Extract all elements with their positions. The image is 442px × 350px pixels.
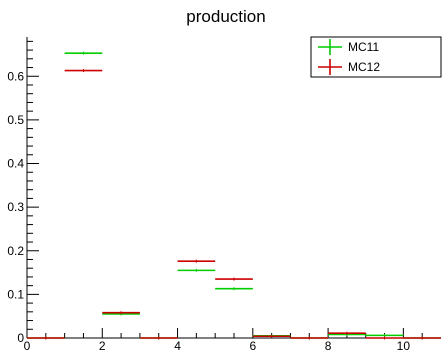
x-tick-label: 8 — [325, 339, 332, 350]
x-tick-label: 4 — [174, 339, 181, 350]
y-tick-label: 0 — [17, 331, 24, 345]
x-tick-label: 6 — [249, 339, 256, 350]
series-mc11 — [27, 51, 441, 340]
legend: MC11 MC12 — [310, 36, 442, 78]
y-tick-label: 0.6 — [7, 69, 24, 83]
x-tick-label: 2 — [99, 339, 106, 350]
axes: 0 0.1 0.2 0.3 0.4 0.5 0.6 0 2 4 6 8 10 — [7, 37, 441, 350]
y-tick-label: 0.5 — [7, 113, 24, 127]
series-layer — [27, 51, 441, 340]
chart-title: production — [186, 7, 265, 26]
legend-label: MC11 — [348, 40, 379, 54]
x-tick-label: 10 — [397, 339, 411, 350]
y-tick-label: 0.4 — [7, 157, 24, 171]
y-tick-label: 0.2 — [7, 244, 24, 258]
y-tick-label: 0.3 — [7, 200, 24, 214]
series-mc12 — [27, 69, 441, 340]
x-tick-label: 0 — [24, 339, 31, 350]
y-tick-label: 0.1 — [7, 287, 24, 301]
legend-label: MC12 — [348, 60, 380, 74]
legend-box — [310, 36, 442, 78]
